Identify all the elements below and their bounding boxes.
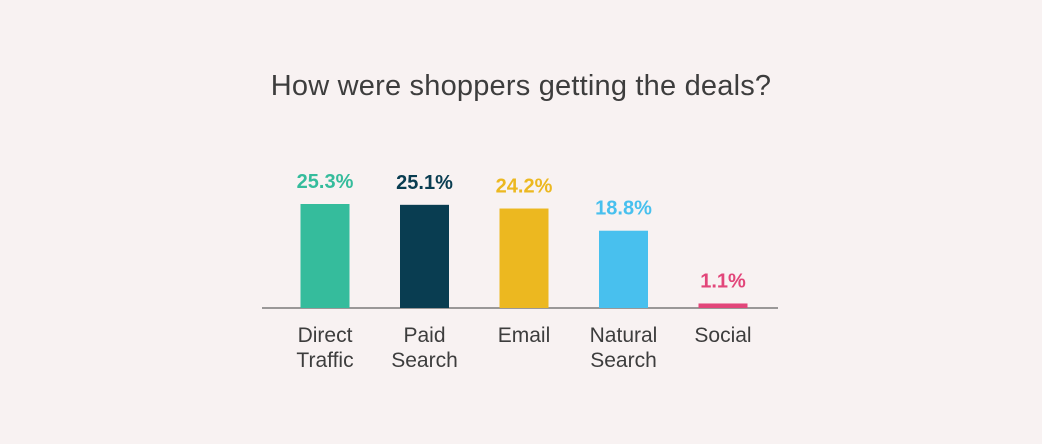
- category-label: Email: [498, 324, 551, 347]
- bar-value-label: 24.2%: [496, 176, 553, 198]
- category-label: Paid: [403, 324, 445, 347]
- bar: [300, 204, 350, 308]
- bar: [599, 230, 648, 308]
- category-label: Natural: [590, 324, 658, 347]
- bar: [499, 208, 549, 308]
- bar-value-label: 18.8%: [595, 198, 652, 220]
- category-label: Direct: [298, 324, 353, 347]
- bar: [698, 303, 748, 308]
- category-label: Search: [391, 349, 458, 372]
- category-label: Search: [590, 349, 657, 372]
- bar-value-label: 25.3%: [297, 171, 354, 193]
- category-label: Social: [694, 324, 751, 347]
- bar-value-label: 1.1%: [700, 270, 746, 292]
- chart-title: How were shoppers getting the deals?: [270, 70, 772, 102]
- category-label: Traffic: [296, 349, 353, 372]
- bar: [400, 204, 449, 308]
- bar-value-label: 25.1%: [396, 172, 453, 194]
